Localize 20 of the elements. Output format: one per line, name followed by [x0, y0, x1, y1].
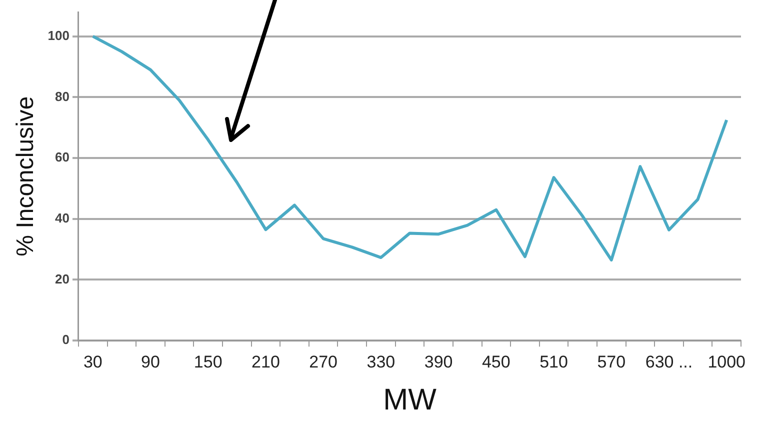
x-tick-label: 450	[482, 352, 510, 372]
y-tick-label: 40	[55, 210, 70, 226]
x-tick-label: 570	[597, 352, 626, 372]
y-tick-label: 0	[62, 332, 70, 348]
x-tick-label: 150	[194, 352, 222, 372]
x-tick-label: 390	[424, 352, 453, 372]
x-tick-label: 330	[366, 352, 396, 372]
x-tick-label: 630 ...	[645, 352, 693, 372]
x-tick-label: 270	[309, 352, 338, 372]
y-tick-label: 100	[48, 28, 70, 43]
x-axis-title: MW	[383, 383, 438, 416]
x-tick-label: 1000	[708, 352, 746, 372]
y-axis-title: % Inconclusive	[12, 96, 40, 256]
x-tick-label: 510	[540, 352, 568, 372]
y-tick-label: 60	[55, 150, 70, 165]
x-tick-label: 90	[141, 352, 160, 372]
x-tick-label: 30	[83, 352, 102, 372]
y-tick-label: 80	[55, 88, 70, 104]
x-tick-label: 210	[252, 352, 280, 372]
y-tick-label: 20	[55, 271, 70, 286]
